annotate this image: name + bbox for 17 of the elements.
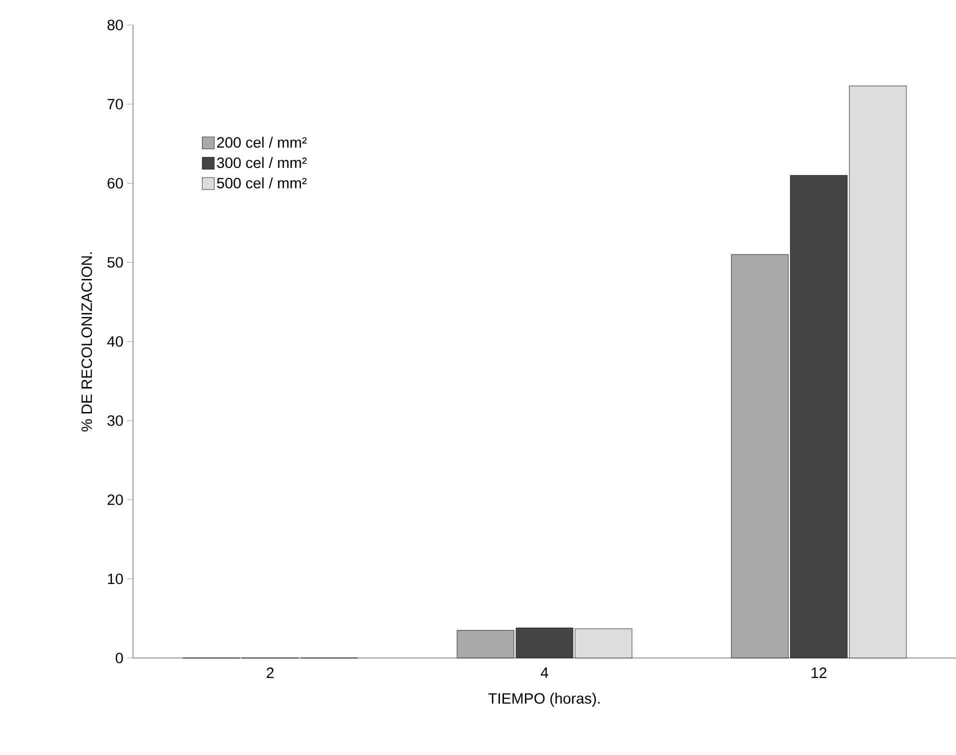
y-tick-label: 20 — [108, 494, 123, 506]
y-tick-label: 70 — [108, 98, 123, 110]
y-tick-label: 0 — [116, 652, 123, 664]
y-tick-label: 40 — [107, 336, 123, 347]
y-tick-label: 80 — [108, 20, 123, 30]
y-tick-label: 30 — [107, 415, 123, 426]
y-tick-label: 10 — [108, 574, 123, 584]
x-tick-label: 4 — [540, 668, 548, 678]
x-axis-title: TIEMPO (horas). — [488, 692, 600, 707]
legend-label: 500 cel / mm² — [217, 177, 307, 188]
legend-label: 200 cel / mm² — [217, 136, 307, 148]
x-tick-label: 12 — [812, 668, 826, 678]
y-tick-label: 60 — [108, 178, 123, 189]
legend-label: 300 cel / mm² — [216, 157, 307, 168]
y-tick-label: 50 — [107, 257, 123, 268]
x-tick-label: 2 — [266, 668, 274, 678]
y-axis-title: % DE RECOLONIZACION. — [81, 252, 92, 432]
